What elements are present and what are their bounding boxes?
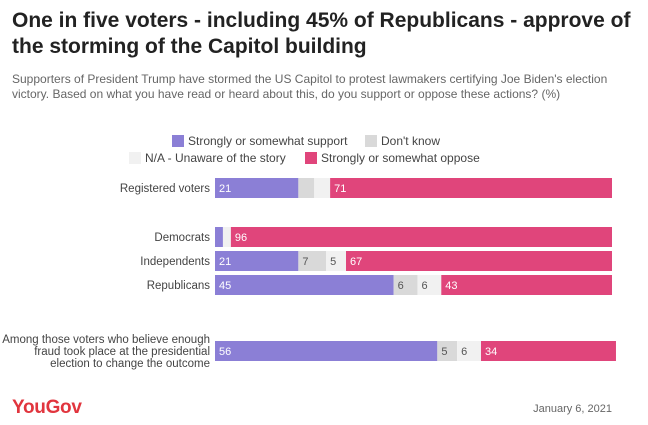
bar-democrats-oppose — [230, 227, 612, 247]
publish-date: January 6, 2021 — [533, 403, 612, 415]
value-label-fraud-believers-dont-know: 5 — [441, 346, 447, 358]
category-label-fraud-believers: Among those voters who believe enough fra… — [2, 334, 210, 370]
bar-republicans-oppose — [441, 275, 612, 295]
chart-title: One in five voters - including 45% of Re… — [12, 9, 631, 58]
bar-democrats-unaware — [222, 227, 231, 247]
value-label-republicans-unaware: 6 — [421, 280, 427, 292]
value-label-fraud-believers-unaware: 6 — [461, 346, 467, 358]
legend-label-unaware: N/A - Unaware of the story — [145, 151, 286, 165]
bar-independents-support — [215, 251, 299, 271]
value-label-fraud-believers-support: 56 — [219, 346, 231, 358]
legend-swatch-dont-know — [365, 135, 377, 147]
bar-republicans-support — [215, 275, 394, 295]
legend-swatch-unaware — [129, 152, 141, 164]
bar-fraud-believers-support — [215, 341, 438, 361]
legend-item-unaware: N/A - Unaware of the story — [129, 151, 286, 165]
legend-label-dont-know: Don't know — [381, 134, 440, 148]
legend-label-support: Strongly or somewhat support — [188, 134, 348, 148]
value-label-republicans-oppose: 43 — [445, 280, 457, 292]
legend-item-oppose: Strongly or somewhat oppose — [305, 151, 480, 165]
bar-republicans-unaware — [417, 275, 442, 295]
bar-registered-voters-support — [215, 178, 299, 198]
value-label-registered-voters-oppose: 71 — [334, 183, 346, 195]
value-label-democrats-oppose: 96 — [235, 232, 247, 244]
bar-fraud-believers-unaware — [457, 341, 481, 361]
bar-independents-unaware — [326, 251, 347, 271]
legend-item-support: Strongly or somewhat support — [172, 134, 347, 148]
bar-registered-voters-oppose — [330, 178, 612, 198]
bar-democrats-support — [215, 227, 223, 247]
bar-registered-voters-unaware — [314, 178, 331, 198]
bar-independents-dont-know — [298, 251, 327, 271]
bar-fraud-believers-oppose — [480, 341, 616, 361]
category-label-independents: Independents — [140, 256, 210, 268]
value-label-independents-unaware: 5 — [330, 256, 336, 268]
category-label-republicans: Republicans — [147, 280, 211, 292]
value-label-independents-support: 21 — [219, 256, 231, 268]
value-label-republicans-support: 45 — [219, 280, 231, 292]
value-label-fraud-believers-oppose: 34 — [485, 346, 497, 358]
yougov-logo: YouGov — [12, 397, 82, 418]
legend-swatch-oppose — [305, 152, 317, 164]
legend-label-oppose: Strongly or somewhat oppose — [321, 151, 480, 165]
legend-item-dont-know: Don't know — [365, 134, 440, 148]
bar-registered-voters-dont-know — [298, 178, 315, 198]
value-label-independents-dont-know: 7 — [302, 256, 308, 268]
bar-fraud-believers-dont-know — [437, 341, 458, 361]
chart-subtitle: Supporters of President Trump have storm… — [12, 72, 608, 101]
bar-republicans-dont-know — [393, 275, 418, 295]
category-label-democrats: Democrats — [154, 232, 210, 244]
legend-swatch-support — [172, 135, 184, 147]
bar-independents-oppose — [346, 251, 612, 271]
category-label-registered-voters: Registered voters — [120, 183, 210, 195]
value-label-registered-voters-support: 21 — [219, 183, 231, 195]
value-label-republicans-dont-know: 6 — [398, 280, 404, 292]
value-label-independents-oppose: 67 — [350, 256, 362, 268]
